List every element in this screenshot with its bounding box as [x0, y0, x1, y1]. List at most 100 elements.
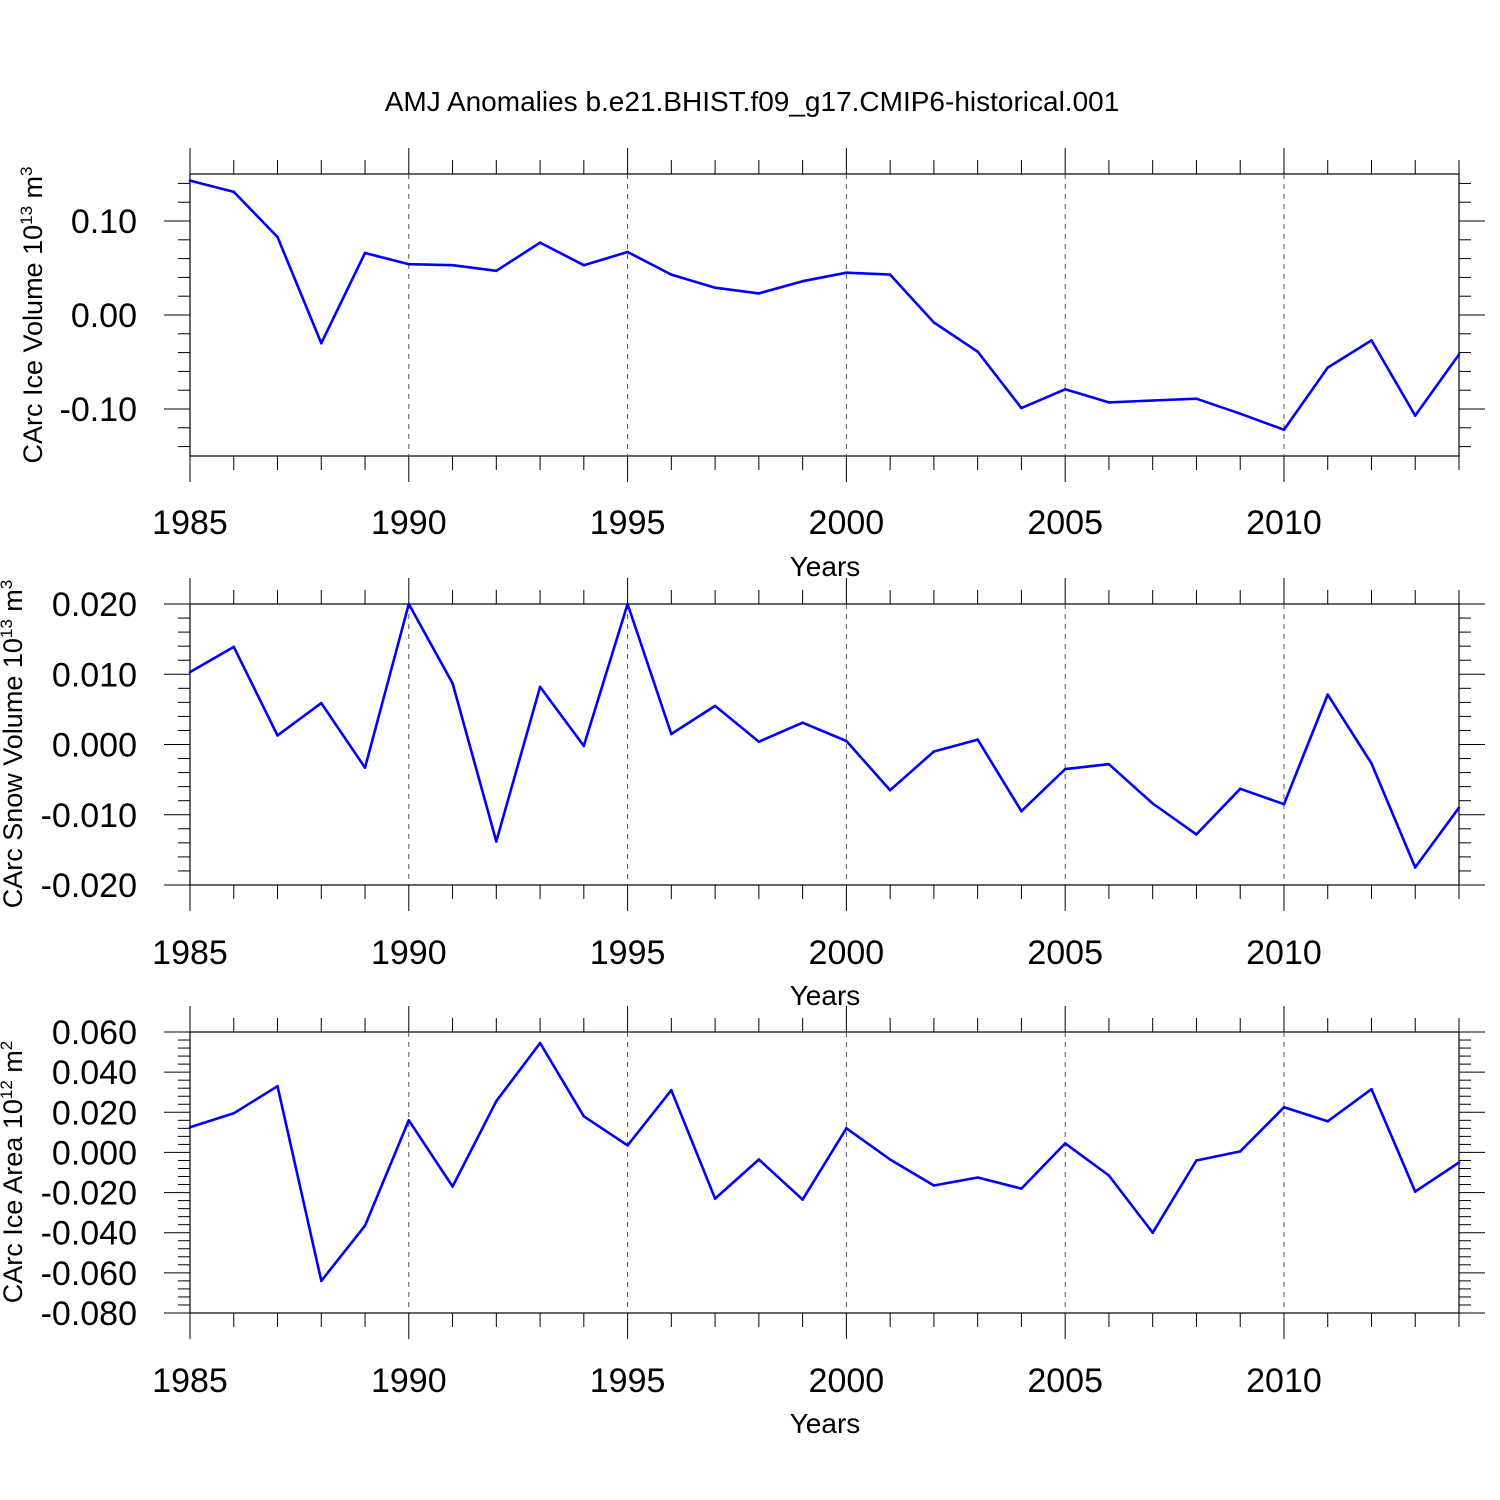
y-tick-label: 0.020: [52, 586, 137, 624]
data-point: [407, 1119, 411, 1122]
y-tick-label: 0.040: [52, 1054, 137, 1092]
x-tick-label: 1985: [152, 1362, 228, 1400]
x-axis-label: Years: [790, 1408, 861, 1439]
data-point: [932, 1184, 936, 1187]
x-tick-label: 1995: [590, 504, 666, 542]
y-tick-label: -0.040: [41, 1215, 137, 1253]
y-axis-label: CArc Snow Volume 1013 m3: [0, 580, 28, 909]
y-tick-label: -0.020: [41, 867, 137, 905]
data-point: [845, 271, 848, 275]
data-point: [407, 262, 411, 266]
data-point: [451, 682, 454, 685]
x-tick-label: 1985: [152, 934, 228, 972]
data-point: [582, 263, 586, 267]
data-point: [1063, 767, 1067, 771]
x-tick-label: 2005: [1027, 504, 1103, 542]
data-point: [1457, 1161, 1461, 1164]
data-point: [1020, 406, 1023, 410]
data-point: [713, 704, 717, 708]
data-point: [626, 602, 629, 606]
y-tick-label: -0.080: [41, 1295, 137, 1333]
data-point: [1370, 762, 1373, 765]
data-point: [1063, 1142, 1067, 1145]
x-tick-label: 2000: [809, 504, 885, 542]
y-tick-label: -0.10: [60, 391, 138, 429]
data-point: [1107, 1174, 1111, 1177]
panel-1: -0.10 0.00 0.10 1985 1990 1995 2000 2005 2010 Yea…: [17, 148, 1485, 582]
data-point: [1238, 787, 1242, 791]
x-tick-label: 1985: [152, 504, 228, 542]
data-point: [1413, 414, 1417, 417]
y-tick-label: -0.010: [41, 797, 137, 835]
x-tick-label: 2005: [1027, 934, 1103, 972]
data-point: [407, 602, 411, 606]
x-tick-label: 1995: [590, 1362, 666, 1400]
data-point: [626, 1144, 629, 1147]
x-tick-label: 2010: [1246, 1362, 1322, 1400]
data-point: [1151, 802, 1154, 805]
data-point: [1282, 1105, 1286, 1109]
data-point: [188, 670, 192, 674]
data-point: [670, 1088, 673, 1092]
x-tick-label: 1990: [371, 1362, 447, 1400]
data-point: [713, 1197, 717, 1200]
data-point: [582, 1115, 586, 1118]
y-tick-label: -0.060: [41, 1255, 137, 1293]
panel-3: -0.080-0.060-0.040-0.0200.0000.0200.0400…: [0, 1006, 1485, 1439]
y-tick-label: 0.000: [52, 727, 137, 765]
data-point: [363, 766, 367, 769]
data-point: [757, 740, 761, 743]
data-point: [1370, 339, 1373, 342]
series-line: [189, 179, 1461, 432]
data-point: [319, 1279, 323, 1283]
plot-frame: [189, 603, 1460, 886]
data-point: [1238, 412, 1242, 416]
data-point: [845, 1127, 848, 1130]
data-point: [801, 1198, 804, 1201]
data-point: [1326, 1120, 1330, 1123]
data-point: [1326, 366, 1330, 369]
series-line: [189, 1041, 1460, 1283]
data-point: [188, 179, 192, 182]
data-point: [932, 750, 936, 753]
data-point: [1195, 1159, 1198, 1162]
data-point: [495, 1099, 498, 1103]
data-point: [976, 738, 979, 741]
data-point: [363, 1224, 367, 1227]
data-point: [1457, 806, 1461, 810]
data-point: [363, 251, 367, 255]
x-tick-label: 2010: [1246, 504, 1322, 542]
data-point: [976, 1176, 979, 1179]
data-point: [538, 685, 542, 689]
data-point: [495, 269, 498, 273]
data-point: [232, 1111, 236, 1115]
x-tick-label: 2010: [1246, 934, 1322, 972]
data-point: [495, 840, 498, 843]
panels: -0.10 0.00 0.10 1985 1990 1995 2000 2005 2010 Yea…: [0, 148, 1485, 1439]
x-tick-label: 2000: [809, 1362, 885, 1400]
data-point: [319, 701, 323, 705]
data-point: [801, 279, 804, 283]
data-point: [888, 1158, 892, 1161]
data-point: [276, 235, 279, 239]
y-tick-label: 0.060: [52, 1014, 137, 1052]
data-point: [276, 1084, 279, 1088]
data-point: [888, 273, 892, 276]
x-tick-label: 1995: [590, 934, 666, 972]
data-point: [1370, 1087, 1373, 1091]
data-point: [757, 292, 761, 295]
y-axis-label: CArc Ice Area 1012 m2: [0, 1041, 28, 1304]
data-point: [670, 273, 673, 276]
data-point: [538, 1041, 542, 1045]
data-point: [1413, 866, 1417, 869]
data-point: [1063, 387, 1067, 391]
data-point: [976, 350, 979, 353]
data-point: [1107, 401, 1111, 404]
x-tick-label: 1990: [371, 934, 447, 972]
data-point: [1020, 1187, 1023, 1190]
data-point: [932, 321, 936, 324]
data-point: [1195, 833, 1198, 836]
data-point: [1282, 802, 1286, 806]
data-point: [757, 1158, 761, 1161]
